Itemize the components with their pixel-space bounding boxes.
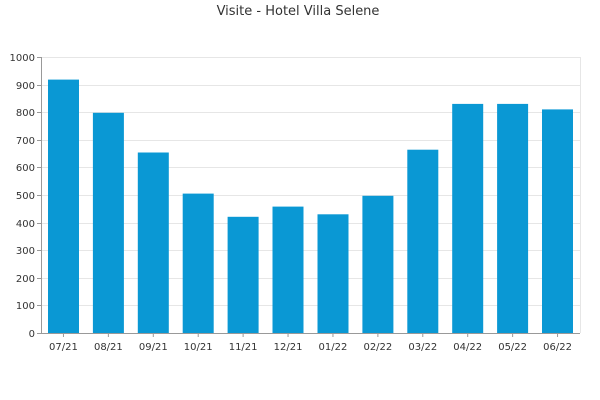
bar-04-22 [452, 103, 484, 334]
x-tick-label-05-22: 05/22 [498, 342, 527, 353]
y-tick-label-300: 300 [16, 246, 35, 257]
y-tick-label-900: 900 [16, 81, 35, 92]
x-tick-label-09-21: 09/21 [139, 342, 168, 353]
bar-05-22 [497, 103, 529, 334]
chart-title: Visite - Hotel Villa Selene [217, 4, 380, 19]
y-tick-labels: 0 100 200 300 400 500 600 700 800 900 1000 [10, 53, 35, 340]
y-tick-label-400: 400 [16, 219, 35, 230]
y-tick-label-1000: 1000 [10, 53, 35, 64]
bar-02-22 [362, 195, 394, 333]
x-tick-label-06-22: 06/22 [543, 342, 572, 353]
y-tick-label-600: 600 [16, 163, 35, 174]
y-tick-label-0: 0 [29, 329, 35, 340]
x-tick-label-11-21: 11/21 [229, 342, 258, 353]
bar-11-21 [227, 216, 259, 333]
y-tick-label-800: 800 [16, 108, 35, 119]
bar-09-21 [137, 152, 169, 333]
x-tick-label-01-22: 01/22 [319, 342, 348, 353]
y-tick-label-100: 100 [16, 301, 35, 312]
y-tick-label-700: 700 [16, 136, 35, 147]
bar-12-21 [272, 206, 304, 333]
gridlines [41, 57, 581, 333]
x-tick-label-12-21: 12/21 [274, 342, 303, 353]
x-tick-labels: 07/21 08/21 09/21 10/21 11/21 12/21 01/22 02/22… [49, 342, 572, 353]
x-tick-label-08-21: 08/21 [94, 342, 123, 353]
x-tick-label-10-21: 10/21 [184, 342, 213, 353]
bar-08-21 [92, 112, 124, 333]
axes [37, 57, 580, 337]
y-tick-label-500: 500 [16, 191, 35, 202]
y-tick-label-200: 200 [16, 274, 35, 285]
bars [48, 79, 573, 334]
bar-06-22 [542, 109, 573, 334]
x-tick-label-02-22: 02/22 [363, 342, 392, 353]
bar-01-22 [317, 214, 349, 333]
x-tick-label-04-22: 04/22 [453, 342, 482, 353]
bar-10-21 [182, 193, 214, 333]
x-tick-label-03-22: 03/22 [408, 342, 437, 353]
bar-07-21 [48, 79, 79, 333]
x-tick-label-07-21: 07/21 [49, 342, 78, 353]
bar-03-22 [407, 149, 439, 333]
